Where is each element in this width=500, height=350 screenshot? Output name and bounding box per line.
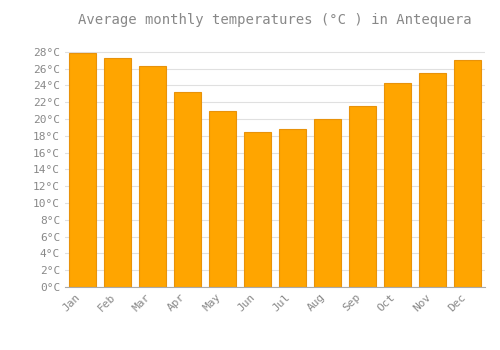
Bar [280,129,305,287]
Bar [420,73,446,287]
Bar [104,58,130,287]
Bar [174,92,201,287]
Bar [244,132,270,287]
Bar [384,83,410,287]
Title: Average monthly temperatures (°C ) in Antequera: Average monthly temperatures (°C ) in An… [78,13,472,27]
Bar [70,54,96,287]
Bar [140,66,166,287]
Bar [210,111,236,287]
Bar [454,60,480,287]
Bar [350,106,376,287]
Bar [314,119,340,287]
